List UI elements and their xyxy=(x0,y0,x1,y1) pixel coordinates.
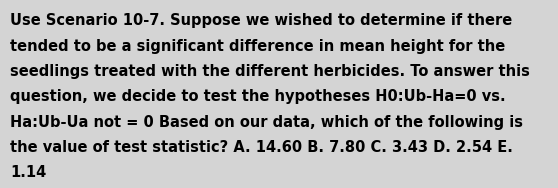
Text: tended to be a significant difference in mean height for the: tended to be a significant difference in… xyxy=(10,39,506,54)
Text: 1.14: 1.14 xyxy=(10,165,46,180)
Text: question, we decide to test the hypotheses H0:Ub-Ha=0 vs.: question, we decide to test the hypothes… xyxy=(10,89,506,104)
Text: Use Scenario 10-7. Suppose we wished to determine if there: Use Scenario 10-7. Suppose we wished to … xyxy=(10,13,512,28)
Text: seedlings treated with the different herbicides. To answer this: seedlings treated with the different her… xyxy=(10,64,530,79)
Text: Ha:Ub-Ua not = 0 Based on our data, which of the following is: Ha:Ub-Ua not = 0 Based on our data, whic… xyxy=(10,115,523,130)
Text: the value of test statistic? A. 14.60 B. 7.80 C. 3.43 D. 2.54 E.: the value of test statistic? A. 14.60 B.… xyxy=(10,140,513,155)
